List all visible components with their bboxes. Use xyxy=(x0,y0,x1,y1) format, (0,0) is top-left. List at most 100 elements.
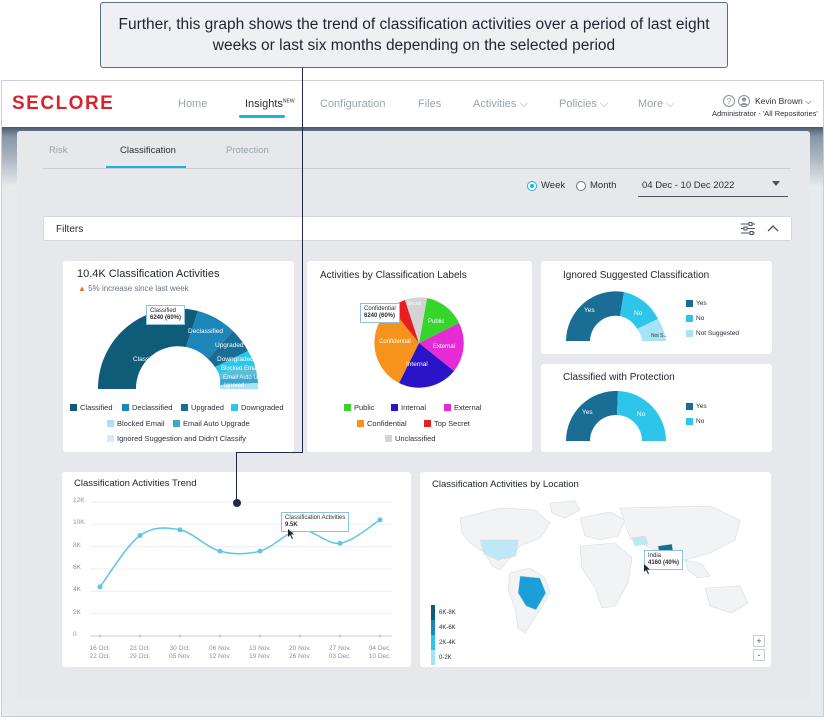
legend-blocked-email: Blocked Email xyxy=(107,419,165,428)
trend-point[interactable] xyxy=(337,540,343,546)
x-tick xyxy=(338,634,342,638)
nav-configuration[interactable]: Configuration xyxy=(320,98,386,110)
nav-files[interactable]: Files xyxy=(418,98,442,110)
date-range-select[interactable]: 04 Dec - 10 Dec 2022 xyxy=(638,173,788,197)
segment-downgraded[interactable] xyxy=(215,351,255,374)
trend-point[interactable] xyxy=(257,548,263,554)
trend-point[interactable] xyxy=(377,517,383,523)
segment-not-suggested[interactable] xyxy=(637,319,666,341)
region-middle-east[interactable] xyxy=(631,535,649,547)
region-greenland[interactable] xyxy=(549,500,581,519)
protection-donut: Yes No xyxy=(566,391,666,441)
segment-ignored[interactable] xyxy=(220,383,259,389)
segment-no[interactable] xyxy=(620,292,658,329)
swatch xyxy=(431,605,435,620)
slice-external[interactable] xyxy=(419,323,464,371)
x-tick-label: 13 Nov. 19 Nov. xyxy=(249,645,271,660)
legend-declassified: Declassified xyxy=(122,403,172,412)
region-brazil[interactable] xyxy=(517,575,547,611)
legend-ignored: Ignored Suggestion and Didn't Classify xyxy=(107,434,246,443)
swatch xyxy=(357,420,364,427)
nav-home[interactable]: Home xyxy=(178,98,208,110)
trend-point[interactable] xyxy=(97,584,103,590)
region-north-america[interactable] xyxy=(459,507,551,571)
seclore-logo[interactable]: SECLORE xyxy=(12,93,115,114)
legend-label: Ignored Suggestion and Didn't Classify xyxy=(117,434,247,443)
tab-classification[interactable]: Classification xyxy=(120,145,176,156)
swatch xyxy=(444,404,451,411)
classification-donut: Classified Declassified Upgraded Downgra… xyxy=(97,308,263,389)
trend-point[interactable] xyxy=(177,527,183,533)
segment-yes[interactable] xyxy=(566,291,624,341)
chevron-down-icon: ⌵ xyxy=(805,96,812,106)
instruction-callout: Further, this graph shows the trend of c… xyxy=(100,2,728,68)
radio-week[interactable] xyxy=(527,180,537,191)
slice-confidential[interactable] xyxy=(374,308,419,383)
segment-label-declassified: Declassified xyxy=(188,328,223,335)
sliders-icon[interactable] xyxy=(741,222,755,235)
x-tick xyxy=(178,634,182,638)
region-southeast-asia[interactable] xyxy=(684,559,711,579)
change-text: 5% increase since last week xyxy=(88,284,189,293)
period-month-option[interactable]: Month xyxy=(576,180,616,191)
swatch xyxy=(107,420,114,427)
region-usa[interactable] xyxy=(479,539,519,561)
user-icons: ? xyxy=(723,94,751,111)
swatch xyxy=(70,404,77,411)
tab-risk[interactable]: Risk xyxy=(49,145,68,156)
filters-bar[interactable]: Filters xyxy=(43,216,792,241)
nav-insights[interactable]: InsightsNEW xyxy=(245,98,295,110)
zoom-out-button[interactable]: - xyxy=(753,649,765,661)
classified-with-protection-card: Classified with Protection Yes No Yes No xyxy=(541,364,772,452)
legend-label: 0-2K xyxy=(439,654,452,661)
segment-no[interactable] xyxy=(617,391,666,441)
map-legend-item: 0-2K xyxy=(431,650,456,665)
period-week-option[interactable]: Week xyxy=(527,180,565,191)
segment-upgraded[interactable] xyxy=(208,331,248,367)
swatch xyxy=(431,650,435,665)
legend-label: Declassified xyxy=(132,403,173,412)
nav-policies-label: Policies xyxy=(559,98,597,110)
nav-activities[interactable]: Activities ⌵ xyxy=(473,98,528,111)
x-tick xyxy=(138,634,142,638)
segment-email-auto-upgrade[interactable] xyxy=(220,375,258,385)
region-australia[interactable] xyxy=(704,585,749,614)
card1-title: 10.4K Classification Activities xyxy=(77,268,220,280)
slice-unclassified[interactable] xyxy=(405,297,427,343)
top-navigation: SECLORE Home InsightsNEW Configuration F… xyxy=(2,81,823,127)
segment-yes[interactable] xyxy=(566,391,618,441)
map-legend: 6K-8K 4K-6K 2K-4K 0-2K xyxy=(431,605,456,665)
x-tick-label: 23 Oct. 29 Oct. xyxy=(129,645,151,660)
nav-policies[interactable]: Policies ⌵ xyxy=(559,98,608,111)
user-menu[interactable]: Kevin Brown ⌵ xyxy=(755,96,812,107)
x-tick xyxy=(298,634,302,638)
swatch xyxy=(686,300,693,307)
help-and-avatar-icons[interactable]: ? xyxy=(723,94,751,108)
slice-internal[interactable] xyxy=(399,343,454,388)
legend-label: Email Auto Upgrade xyxy=(183,419,250,428)
x-tick xyxy=(98,634,102,638)
nav-more[interactable]: More ⌵ xyxy=(638,98,674,111)
trend-point[interactable] xyxy=(137,533,143,538)
swatch xyxy=(344,404,351,411)
legend-yes: Yes xyxy=(686,403,707,410)
date-range-value: 04 Dec - 10 Dec 2022 xyxy=(642,180,735,191)
legend-no: No xyxy=(686,315,704,322)
x-tick-label: 06 Nov. 12 Nov. xyxy=(209,645,231,660)
legend-label: Not Suggested xyxy=(696,330,740,337)
segment-declassified[interactable] xyxy=(186,311,233,359)
segment-blocked-email[interactable] xyxy=(219,365,257,379)
segment-classified[interactable] xyxy=(97,308,198,389)
legend-label: Upgraded xyxy=(191,403,224,412)
trend-point[interactable] xyxy=(217,548,223,554)
swatch xyxy=(686,315,693,322)
radio-month[interactable] xyxy=(576,180,586,191)
tab-protection[interactable]: Protection xyxy=(226,145,269,156)
tab-active-indicator xyxy=(106,166,186,168)
zoom-in-button[interactable]: + xyxy=(753,635,765,647)
region-africa[interactable] xyxy=(579,542,633,609)
cursor-icon xyxy=(288,529,294,539)
chevron-up-icon[interactable] xyxy=(767,223,779,235)
region-europe[interactable] xyxy=(579,511,626,541)
slice-public[interactable] xyxy=(419,298,459,343)
